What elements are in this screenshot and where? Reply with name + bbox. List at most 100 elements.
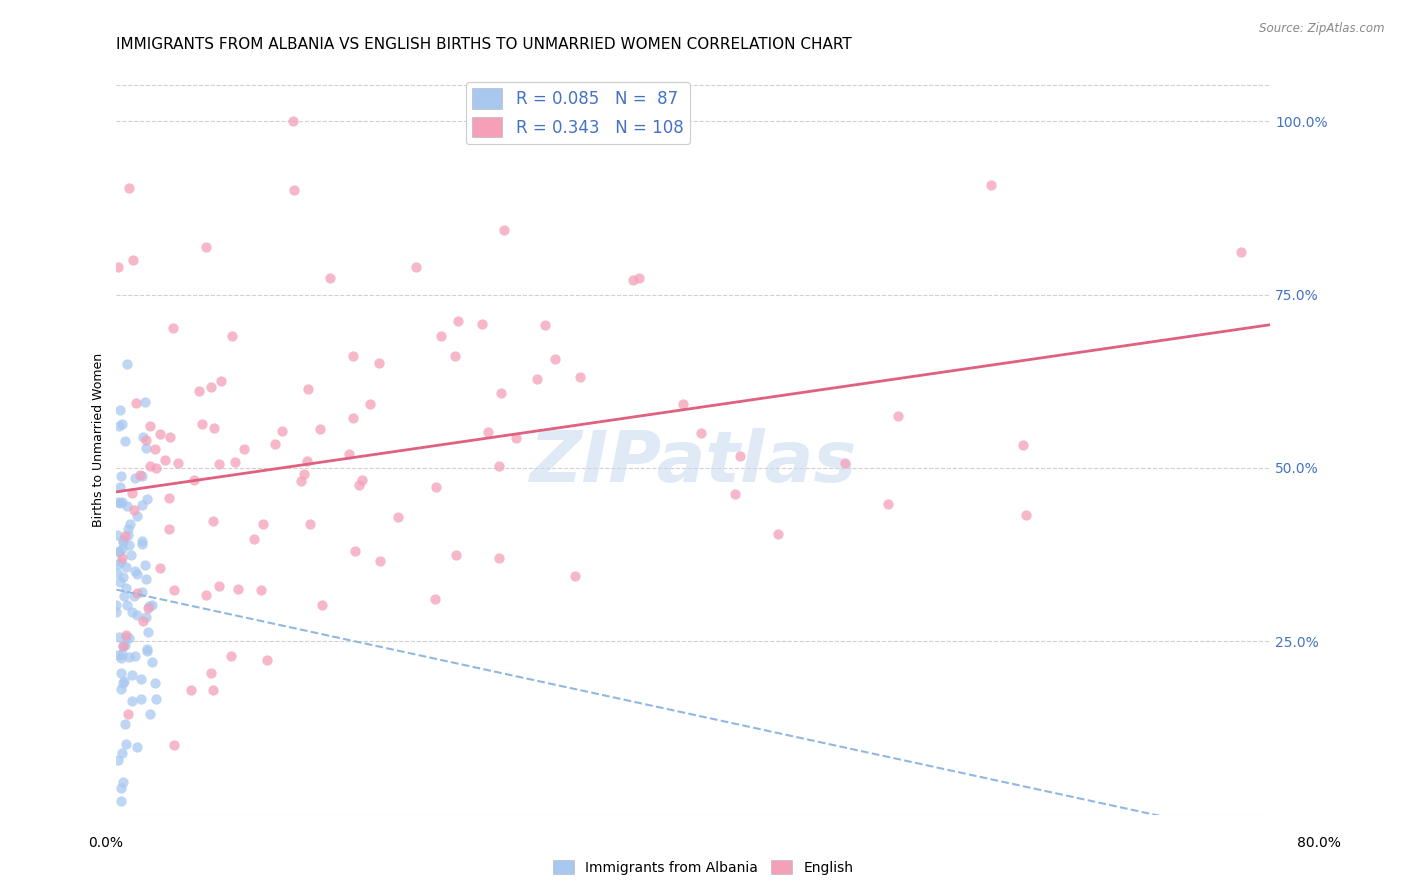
Point: [1015, 508, 1038, 522]
Point: [621, 273, 644, 287]
Point: [194, 587, 217, 601]
Point: [569, 370, 592, 384]
Point: [115, 357, 138, 371]
Point: [183, 473, 205, 487]
Point: [297, 382, 319, 396]
Point: [108, 480, 131, 494]
Point: [143, 676, 166, 690]
Text: 0.0%: 0.0%: [89, 836, 122, 850]
Point: [114, 529, 136, 543]
Point: [157, 491, 180, 505]
Point: [488, 550, 510, 565]
Point: [221, 328, 243, 343]
Point: [167, 456, 190, 470]
Point: [110, 651, 132, 665]
Point: [117, 707, 139, 722]
Point: [112, 639, 135, 653]
Text: 80.0%: 80.0%: [1296, 836, 1341, 850]
Point: [139, 419, 162, 434]
Point: [121, 668, 143, 682]
Point: [141, 655, 163, 669]
Point: [250, 583, 273, 598]
Point: [114, 434, 136, 448]
Point: [505, 431, 527, 445]
Point: [162, 321, 184, 335]
Point: [202, 682, 225, 697]
Point: [471, 318, 494, 332]
Point: [124, 564, 146, 578]
Point: [204, 421, 226, 435]
Point: [489, 386, 512, 401]
Point: [141, 599, 163, 613]
Point: [131, 468, 153, 483]
Point: [134, 558, 156, 572]
Y-axis label: Births to Unmarried Women: Births to Unmarried Women: [93, 353, 105, 527]
Point: [311, 598, 333, 612]
Point: [187, 384, 209, 398]
Point: [405, 260, 427, 274]
Point: [111, 676, 134, 690]
Point: [127, 566, 149, 581]
Point: [127, 608, 149, 623]
Point: [319, 270, 342, 285]
Point: [107, 753, 129, 767]
Point: [111, 746, 134, 760]
Point: [153, 453, 176, 467]
Point: [110, 681, 132, 696]
Point: [122, 253, 145, 268]
Point: [492, 223, 515, 237]
Point: [526, 372, 548, 386]
Point: [135, 434, 157, 448]
Point: [110, 555, 132, 569]
Point: [112, 533, 135, 548]
Point: [135, 610, 157, 624]
Point: [209, 375, 232, 389]
Point: [138, 459, 160, 474]
Point: [110, 794, 132, 808]
Point: [163, 582, 186, 597]
Point: [1230, 244, 1253, 259]
Point: [110, 469, 132, 483]
Point: [114, 638, 136, 652]
Point: [115, 598, 138, 612]
Point: [131, 499, 153, 513]
Point: [108, 574, 131, 589]
Point: [117, 528, 139, 542]
Point: [195, 240, 218, 254]
Point: [149, 426, 172, 441]
Point: [118, 649, 141, 664]
Point: [105, 528, 128, 542]
Point: [423, 591, 446, 606]
Point: [138, 599, 160, 614]
Point: [387, 510, 409, 524]
Point: [224, 455, 246, 469]
Point: [136, 625, 159, 640]
Point: [690, 425, 713, 440]
Point: [138, 707, 160, 722]
Point: [157, 522, 180, 536]
Point: [111, 495, 134, 509]
Point: [980, 178, 1002, 192]
Point: [342, 411, 364, 425]
Point: [132, 614, 155, 628]
Point: [368, 554, 391, 568]
Point: [131, 533, 153, 548]
Point: [114, 581, 136, 595]
Point: [233, 442, 256, 457]
Point: [112, 570, 135, 584]
Point: [129, 692, 152, 706]
Point: [477, 425, 499, 440]
Point: [252, 516, 274, 531]
Point: [112, 674, 135, 689]
Point: [112, 535, 135, 549]
Text: ZIPatlas: ZIPatlas: [530, 428, 858, 497]
Legend: R = 0.085   N =  87, R = 0.343   N = 108: R = 0.085 N = 87, R = 0.343 N = 108: [465, 82, 690, 145]
Point: [107, 648, 129, 663]
Point: [121, 486, 143, 500]
Point: [292, 467, 315, 482]
Point: [124, 470, 146, 484]
Point: [118, 631, 141, 645]
Point: [120, 516, 142, 531]
Point: [107, 545, 129, 559]
Point: [131, 537, 153, 551]
